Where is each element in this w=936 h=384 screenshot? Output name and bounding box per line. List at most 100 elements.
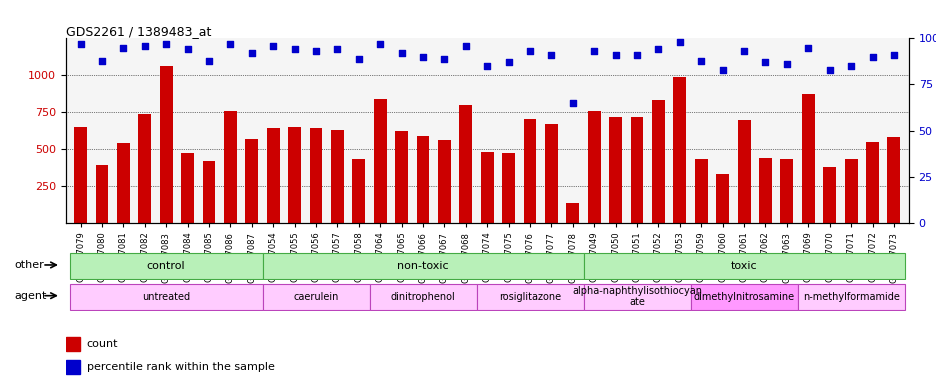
Point: [244, 50, 259, 56]
Point: [223, 41, 238, 47]
Text: count: count: [86, 339, 118, 349]
FancyBboxPatch shape: [262, 284, 369, 310]
Bar: [886, 137, 899, 223]
Bar: [801, 94, 813, 223]
Bar: [224, 111, 237, 223]
Point: [736, 48, 751, 55]
Point: [479, 63, 494, 69]
Point: [651, 46, 665, 53]
Bar: [417, 136, 429, 223]
Bar: [823, 167, 835, 223]
Bar: [630, 117, 643, 223]
Text: dinitrophenol: dinitrophenol: [390, 291, 455, 302]
Bar: [395, 131, 407, 223]
Point: [757, 59, 772, 65]
Text: untreated: untreated: [142, 291, 190, 302]
Bar: [74, 127, 87, 223]
FancyBboxPatch shape: [797, 284, 903, 310]
Bar: [695, 159, 707, 223]
Point: [351, 56, 366, 62]
Text: alpha-naphthylisothiocyan
ate: alpha-naphthylisothiocyan ate: [572, 286, 701, 308]
Bar: [865, 142, 878, 223]
Bar: [437, 140, 450, 223]
Bar: [160, 66, 172, 223]
Bar: [780, 159, 793, 223]
Point: [73, 41, 88, 47]
Text: non-toxic: non-toxic: [397, 261, 448, 271]
FancyBboxPatch shape: [583, 253, 903, 279]
Text: n-methylformamide: n-methylformamide: [802, 291, 899, 302]
Point: [842, 63, 857, 69]
Bar: [95, 165, 109, 223]
Bar: [330, 130, 344, 223]
Point: [629, 52, 644, 58]
Bar: [202, 161, 215, 223]
Point: [394, 50, 409, 56]
Bar: [566, 203, 578, 223]
Bar: [373, 99, 387, 223]
Point: [544, 52, 559, 58]
Point: [607, 52, 622, 58]
Bar: [309, 128, 322, 223]
Text: caerulein: caerulein: [293, 291, 338, 302]
Point: [286, 46, 301, 53]
Point: [564, 100, 579, 106]
Point: [693, 58, 708, 64]
Point: [373, 41, 388, 47]
Bar: [545, 124, 557, 223]
Point: [714, 67, 729, 73]
Point: [415, 54, 430, 60]
Point: [885, 52, 900, 58]
Point: [266, 43, 281, 49]
Bar: [480, 152, 493, 223]
Text: control: control: [147, 261, 185, 271]
Bar: [673, 77, 685, 223]
Bar: [843, 159, 856, 223]
Point: [672, 39, 687, 45]
Point: [821, 67, 836, 73]
Point: [180, 46, 195, 53]
Bar: [245, 139, 258, 223]
Point: [501, 59, 516, 65]
Point: [436, 56, 451, 62]
Bar: [139, 114, 151, 223]
Point: [779, 61, 794, 67]
Bar: [267, 127, 279, 223]
Bar: [66, 337, 80, 351]
Bar: [288, 127, 300, 223]
Bar: [651, 100, 665, 223]
Text: agent: agent: [14, 291, 47, 301]
Bar: [352, 159, 365, 223]
FancyBboxPatch shape: [690, 284, 797, 310]
Bar: [66, 360, 80, 374]
Bar: [459, 105, 472, 223]
Point: [116, 45, 131, 51]
FancyBboxPatch shape: [70, 284, 262, 310]
FancyBboxPatch shape: [262, 253, 583, 279]
Text: rosiglitazone: rosiglitazone: [499, 291, 561, 302]
Point: [458, 43, 473, 49]
Bar: [117, 143, 130, 223]
Text: other: other: [14, 260, 44, 270]
FancyBboxPatch shape: [369, 284, 476, 310]
Point: [864, 54, 879, 60]
Point: [95, 58, 110, 64]
Point: [586, 48, 601, 55]
Text: dimethylnitrosamine: dimethylnitrosamine: [693, 291, 794, 302]
Bar: [181, 154, 194, 223]
Text: percentile rank within the sample: percentile rank within the sample: [86, 362, 274, 372]
Bar: [758, 158, 771, 223]
Bar: [502, 154, 515, 223]
Point: [800, 45, 815, 51]
Point: [138, 43, 153, 49]
Point: [201, 58, 216, 64]
Bar: [737, 119, 750, 223]
Point: [329, 46, 344, 53]
Bar: [523, 119, 536, 223]
Text: toxic: toxic: [730, 261, 756, 271]
Bar: [715, 174, 728, 223]
Point: [308, 48, 323, 55]
Point: [522, 48, 537, 55]
Text: GDS2261 / 1389483_at: GDS2261 / 1389483_at: [66, 25, 211, 38]
FancyBboxPatch shape: [583, 284, 690, 310]
